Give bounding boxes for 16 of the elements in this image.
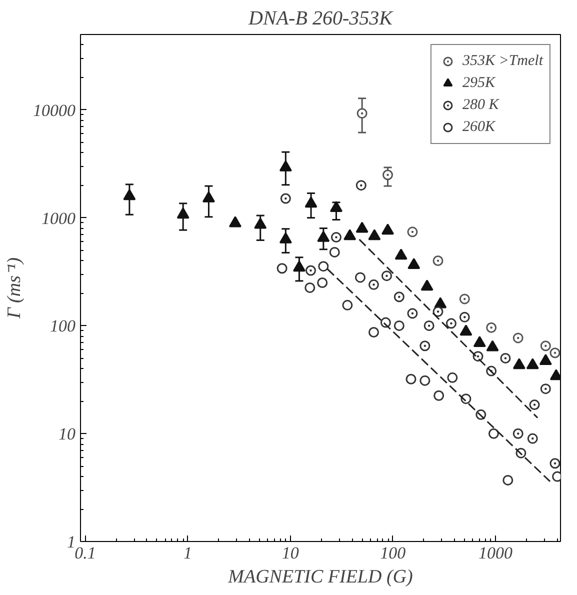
x-axis-title: MAGNETIC FIELD (G) bbox=[227, 566, 413, 588]
y-tick-label: 1000 bbox=[42, 208, 76, 228]
legend-label: 353K >Tmelt bbox=[462, 52, 543, 70]
legend-label: 260K bbox=[462, 118, 495, 136]
x-tick-label: 1 bbox=[184, 544, 192, 562]
chart-title: DNA-B 260-353K bbox=[248, 8, 394, 30]
x-tick-label: 1000 bbox=[478, 544, 514, 562]
x-tick-label: 100 bbox=[380, 544, 406, 562]
x-tick-label: 10 bbox=[282, 544, 300, 562]
legend-label: 280 K bbox=[462, 96, 499, 114]
x-tick-label: 0.1 bbox=[74, 544, 96, 562]
y-axis-title: Γ (ms⁻¹) bbox=[4, 257, 25, 320]
y-tick-label: 10 bbox=[58, 424, 76, 444]
y-tick-label: 100 bbox=[50, 316, 76, 336]
legend-label: 295K bbox=[462, 74, 495, 92]
y-tick-label: 10000 bbox=[33, 100, 76, 120]
